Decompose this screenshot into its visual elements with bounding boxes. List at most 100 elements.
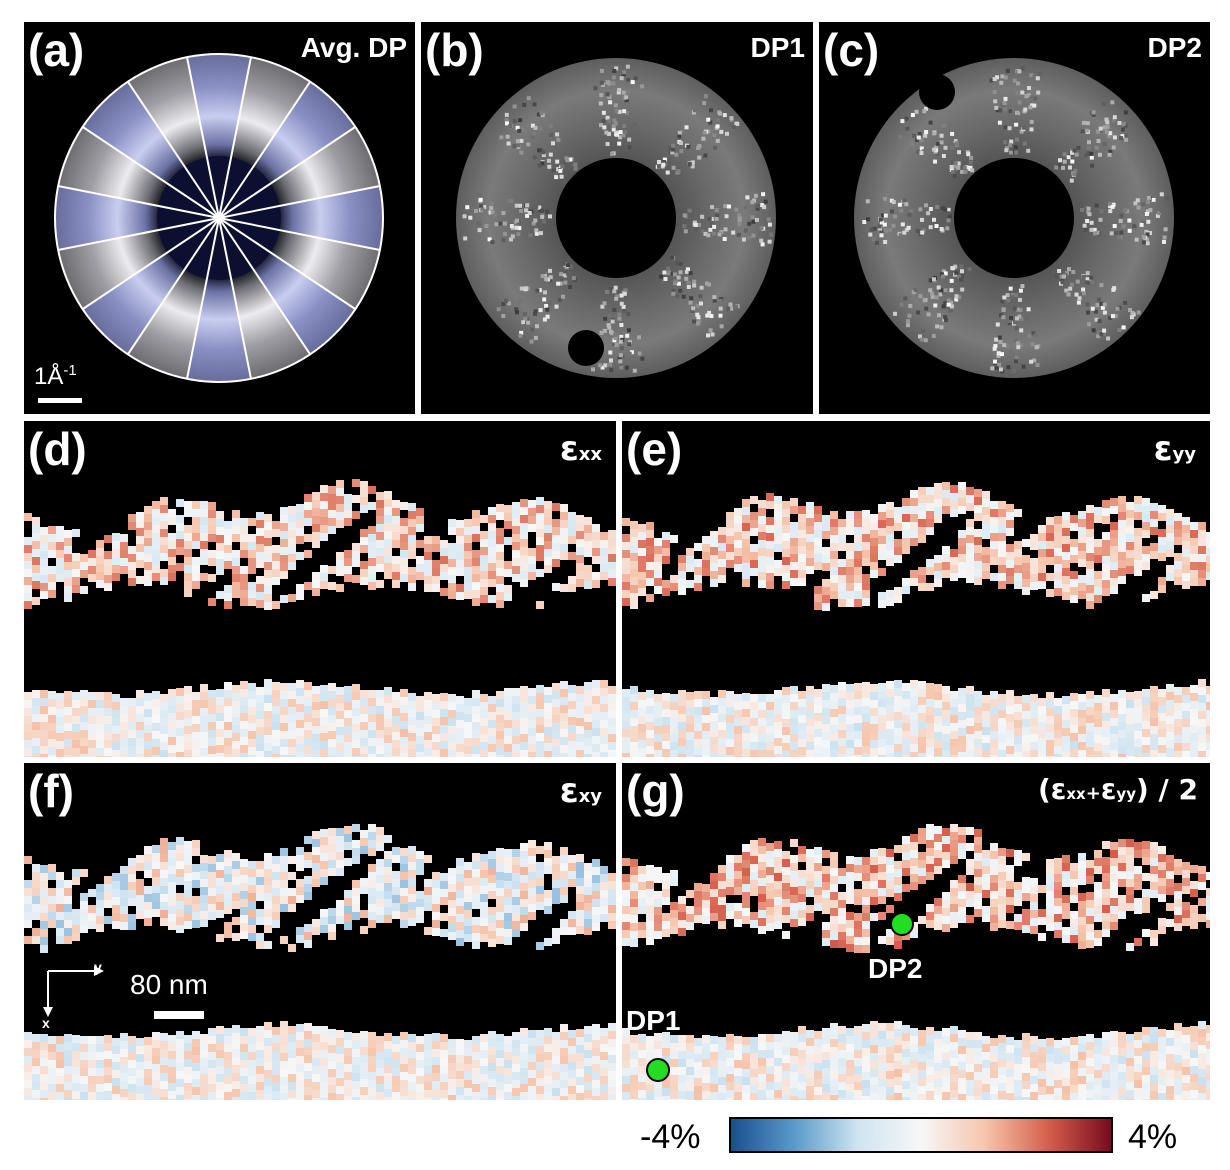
strain-pixel (496, 755, 504, 757)
strain-pixel (520, 499, 528, 507)
strain-pixel (982, 703, 990, 711)
strain-pixel (368, 542, 376, 550)
strain-pixel (448, 932, 456, 940)
strain-pixel (264, 853, 272, 861)
strain-pixel (894, 680, 902, 688)
strain-pixel (344, 734, 352, 742)
strain-pixel (766, 525, 774, 533)
strain-pixel (528, 548, 536, 556)
strain-pixel (352, 700, 360, 708)
strain-pixel (112, 750, 120, 757)
strain-pixel (120, 730, 128, 738)
speckle (678, 262, 683, 266)
strain-pixel (96, 572, 104, 580)
speckle (954, 141, 959, 146)
strain-pixel (608, 562, 616, 570)
strain-pixel (232, 1065, 240, 1073)
speckle (521, 320, 526, 325)
speckle (1089, 227, 1094, 232)
strain-pixel (512, 873, 520, 881)
strain-pixel (934, 756, 942, 757)
speckle (712, 133, 717, 138)
strain-pixel (448, 1087, 456, 1095)
speckle (861, 234, 866, 239)
strain-pixel (870, 684, 878, 692)
speckle (1013, 145, 1018, 150)
speckle (678, 288, 683, 293)
strain-pixel (280, 1037, 288, 1045)
strain-pixel (56, 534, 64, 542)
strain-pixel (878, 528, 886, 536)
speckle (1014, 150, 1019, 155)
strain-pixel (456, 592, 464, 600)
strain-pixel (192, 517, 200, 525)
strain-pixel (496, 723, 504, 731)
strain-pixel (176, 515, 184, 523)
speckle (940, 206, 945, 211)
strain-pixel (376, 875, 384, 883)
strain-pixel (320, 741, 328, 749)
strain-pixel (646, 754, 654, 757)
strain-pixel (400, 1072, 408, 1080)
strain-pixel (128, 722, 136, 730)
strain-pixel (480, 1098, 488, 1100)
strain-pixel (200, 1050, 208, 1058)
strain-pixel (1190, 693, 1198, 701)
strain-pixel (560, 552, 568, 560)
strain-pixel (448, 1063, 456, 1071)
strain-pixel (472, 746, 480, 754)
strain-pixel (368, 534, 376, 542)
strain-pixel (256, 592, 264, 600)
strain-pixel (88, 921, 96, 929)
strain-pixel (432, 742, 440, 750)
speckle (681, 291, 686, 296)
strain-pixel (742, 579, 750, 587)
strain-pixel (224, 898, 232, 906)
strain-pixel (184, 686, 192, 694)
strain-pixel (432, 1041, 440, 1049)
strain-pixel (296, 680, 304, 688)
strain-pixel (1094, 703, 1102, 711)
strain-pixel (48, 904, 56, 912)
strain-pixel (312, 1098, 320, 1100)
speckle (598, 101, 603, 106)
strain-pixel (974, 739, 982, 747)
speckle (640, 356, 645, 361)
strain-pixel (24, 1072, 32, 1080)
strain-pixel (480, 702, 488, 710)
strain-pixel (886, 753, 894, 757)
speckle (501, 314, 506, 318)
speckle (1123, 208, 1128, 212)
strain-pixel (480, 1050, 488, 1058)
strain-pixel (1182, 533, 1190, 541)
strain-pixel (304, 940, 312, 948)
speckle (1089, 155, 1094, 160)
strain-pixel (544, 735, 552, 743)
strain-pixel (886, 737, 894, 745)
speckle (1029, 359, 1034, 364)
strain-pixel (192, 740, 200, 748)
strain-pixel (726, 707, 734, 715)
strain-pixel (160, 694, 168, 702)
strain-pixel (304, 518, 312, 526)
strain-pixel (560, 705, 568, 713)
strain-pixel (200, 549, 208, 557)
strain-pixel (464, 714, 472, 722)
speckle (941, 269, 946, 274)
strain-pixel (344, 1080, 352, 1088)
strain-pixel (528, 752, 536, 757)
speckle (933, 159, 937, 164)
strain-pixel (408, 854, 416, 862)
strain-pixel (1022, 587, 1030, 595)
strain-pixel (966, 535, 974, 543)
strain-pixel (392, 532, 400, 540)
speckle (510, 234, 515, 239)
strain-pixel (40, 706, 48, 714)
speckle (609, 287, 614, 291)
strain-pixel (822, 700, 830, 708)
strain-pixel (998, 694, 1006, 702)
strain-pixel (136, 746, 144, 754)
strain-pixel (830, 575, 838, 583)
strain-pixel (328, 566, 336, 574)
strain-pixel (408, 701, 416, 709)
